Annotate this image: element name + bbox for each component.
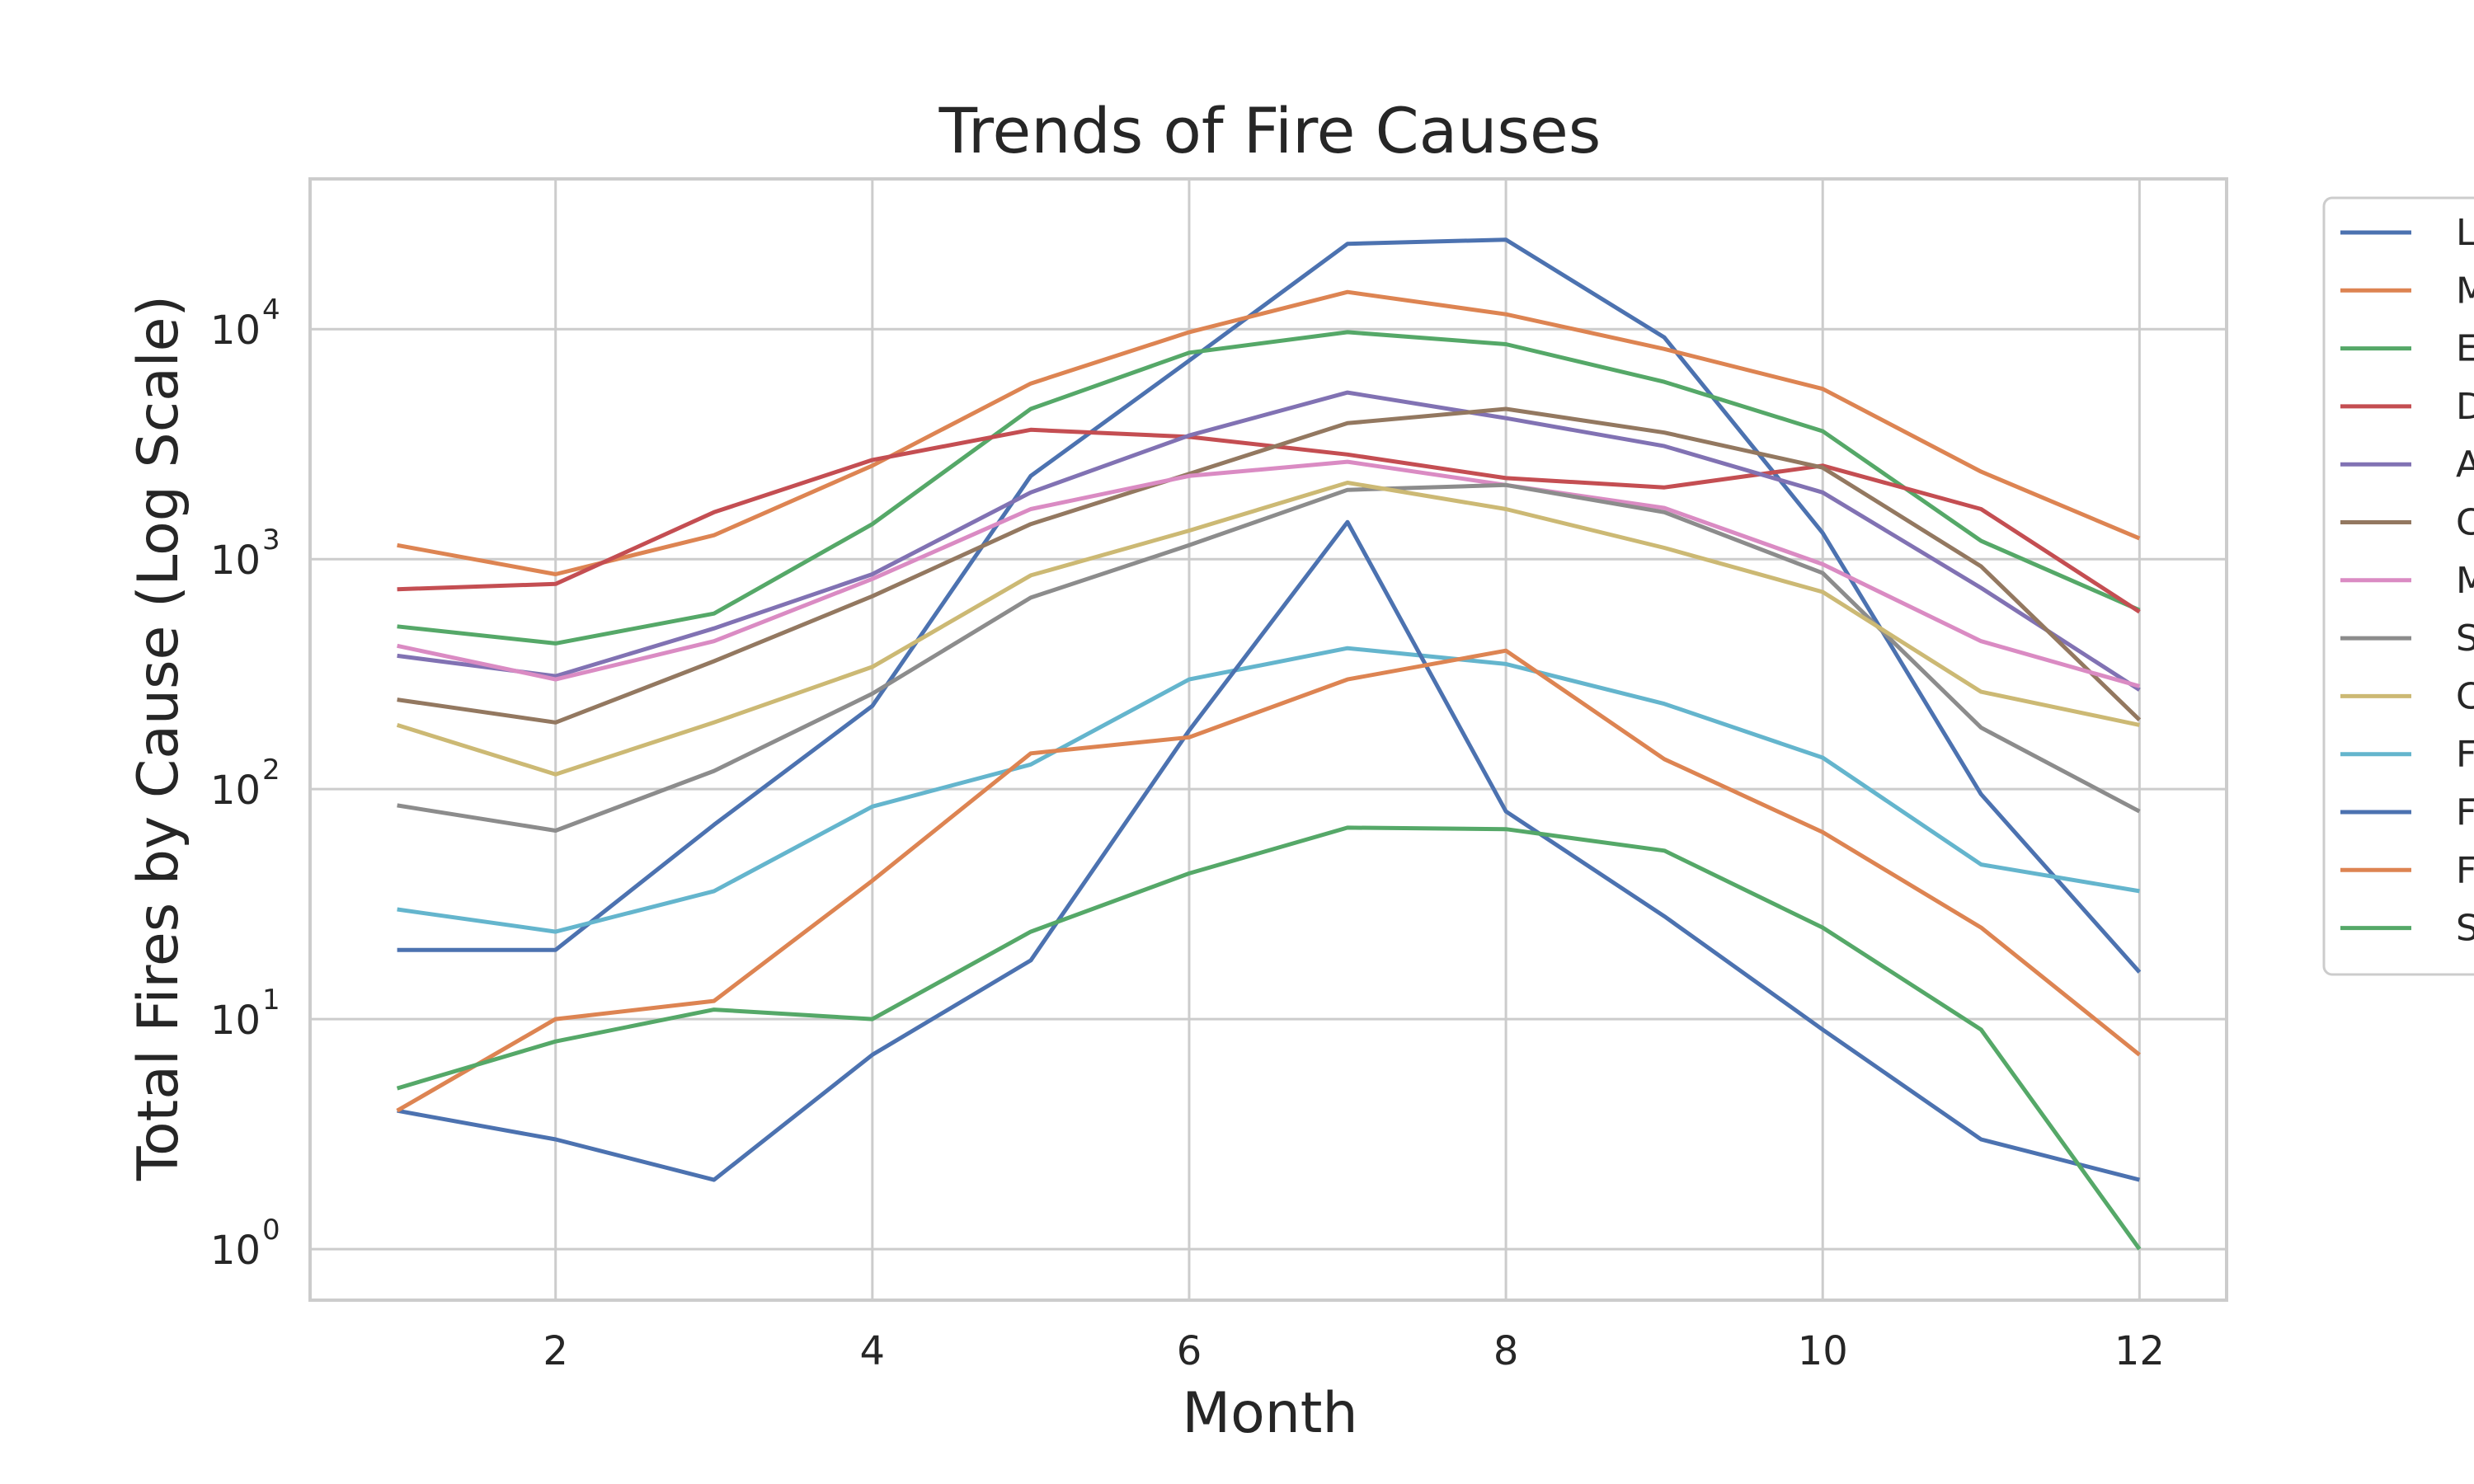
series-line-13 bbox=[396, 825, 2142, 1251]
legend-label: C bbox=[2456, 675, 2474, 717]
y-tick-base: 10 bbox=[210, 308, 261, 354]
series-line-2 bbox=[397, 289, 2141, 576]
series-line-11 bbox=[397, 519, 2141, 1182]
legend-label: M bbox=[2456, 560, 2474, 602]
x-tick-label: 10 bbox=[1798, 1328, 1848, 1374]
chart-title: Trends of Fire Causes bbox=[938, 94, 1602, 167]
legend-item: M bbox=[2340, 560, 2474, 602]
y-tick-base: 10 bbox=[210, 1228, 261, 1274]
series-line-3 bbox=[397, 330, 2141, 646]
legend-item: S bbox=[2340, 908, 2474, 950]
series-line-7 bbox=[397, 459, 2141, 688]
x-tick-label: 2 bbox=[543, 1328, 568, 1374]
legend-label: F bbox=[2456, 791, 2474, 834]
x-tick-label: 4 bbox=[860, 1328, 886, 1374]
legend-item: F bbox=[2340, 849, 2474, 891]
y-tick-exponent: 1 bbox=[262, 984, 280, 1017]
grid-lines bbox=[310, 179, 2227, 1300]
legend-label: S bbox=[2456, 908, 2474, 950]
legend-item: M bbox=[2340, 270, 2474, 312]
series-lines bbox=[396, 237, 2142, 1251]
y-tick-base: 10 bbox=[210, 998, 261, 1044]
legend-label: M bbox=[2456, 270, 2474, 312]
legend-label: L bbox=[2456, 212, 2474, 254]
series-line-10 bbox=[397, 646, 2140, 934]
x-axis-label: Month bbox=[1182, 1381, 1357, 1446]
series-line-6 bbox=[397, 406, 2142, 725]
legend-label: F bbox=[2456, 734, 2474, 776]
y-tick-label: 10 0 bbox=[210, 1214, 280, 1274]
x-axis-ticks: 2 4 6 8 10 12 bbox=[543, 1328, 2164, 1374]
legend-label: D bbox=[2456, 386, 2474, 428]
legend-item: S bbox=[2340, 618, 2474, 660]
y-tick-exponent: 3 bbox=[262, 524, 280, 556]
series-line-5 bbox=[397, 390, 2141, 692]
x-tick-label: 8 bbox=[1493, 1328, 1519, 1374]
y-tick-label: 10 3 bbox=[210, 524, 280, 584]
legend-item: E bbox=[2340, 328, 2474, 370]
y-tick-label: 10 1 bbox=[210, 984, 280, 1044]
series-line-8 bbox=[397, 482, 2141, 833]
series-line-4 bbox=[397, 427, 2141, 614]
legend-item: A bbox=[2340, 444, 2474, 486]
y-tick-label: 10 2 bbox=[210, 754, 280, 814]
legend-item: L bbox=[2340, 212, 2474, 254]
y-tick-base: 10 bbox=[210, 768, 261, 814]
legend-item: D bbox=[2340, 386, 2474, 428]
y-tick-exponent: 0 bbox=[262, 1214, 280, 1247]
x-tick-label: 12 bbox=[2114, 1328, 2165, 1374]
y-tick-base: 10 bbox=[210, 538, 261, 584]
legend-item: C bbox=[2340, 502, 2474, 544]
legend-label: S bbox=[2456, 618, 2474, 660]
x-tick-label: 6 bbox=[1177, 1328, 1202, 1374]
y-tick-label: 10 4 bbox=[210, 294, 280, 354]
legend-item: F bbox=[2340, 791, 2474, 834]
y-tick-exponent: 2 bbox=[262, 754, 280, 787]
y-tick-exponent: 4 bbox=[262, 294, 280, 326]
legend-label: A bbox=[2456, 444, 2474, 486]
plot-frame bbox=[308, 177, 2228, 1302]
series-line-1 bbox=[397, 237, 2142, 974]
series-line-9 bbox=[396, 481, 2140, 777]
legend-item: C bbox=[2340, 675, 2474, 717]
legend-label: E bbox=[2456, 328, 2474, 370]
legend-label: F bbox=[2456, 849, 2474, 891]
legend-frame bbox=[2322, 196, 2474, 976]
y-axis-label: Total Fires by Cause (Log Scale) bbox=[126, 295, 191, 1181]
legend-label: C bbox=[2456, 502, 2474, 544]
legend-item: F bbox=[2340, 734, 2474, 776]
series-line-12 bbox=[396, 648, 2141, 1113]
